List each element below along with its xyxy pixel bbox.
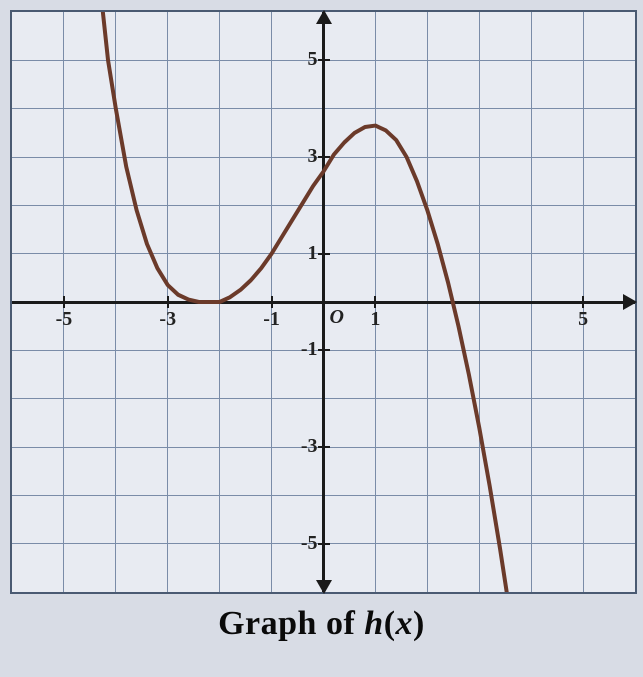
caption-paren-close: )	[413, 605, 425, 642]
y-tick	[318, 59, 330, 61]
arrow-up-icon	[316, 10, 332, 24]
chart-caption: Graph of h(x)	[0, 605, 643, 643]
y-tick	[318, 156, 330, 158]
x-tick	[271, 296, 273, 308]
caption-prefix: Graph of	[218, 605, 364, 642]
caption-fn: h	[364, 605, 383, 642]
x-tick	[63, 296, 65, 308]
x-tick	[374, 296, 376, 308]
x-tick	[167, 296, 169, 308]
chart-area: -5-3-115-5-3-1135O	[10, 10, 637, 594]
y-tick	[318, 349, 330, 351]
caption-arg: x	[396, 605, 414, 642]
y-tick	[318, 543, 330, 545]
caption-paren-open: (	[384, 605, 396, 642]
y-tick	[318, 446, 330, 448]
origin-label: O	[330, 306, 344, 329]
y-axis	[322, 12, 325, 592]
arrow-down-icon	[316, 580, 332, 594]
x-tick	[582, 296, 584, 308]
y-tick	[318, 253, 330, 255]
arrow-right-icon	[623, 294, 637, 310]
